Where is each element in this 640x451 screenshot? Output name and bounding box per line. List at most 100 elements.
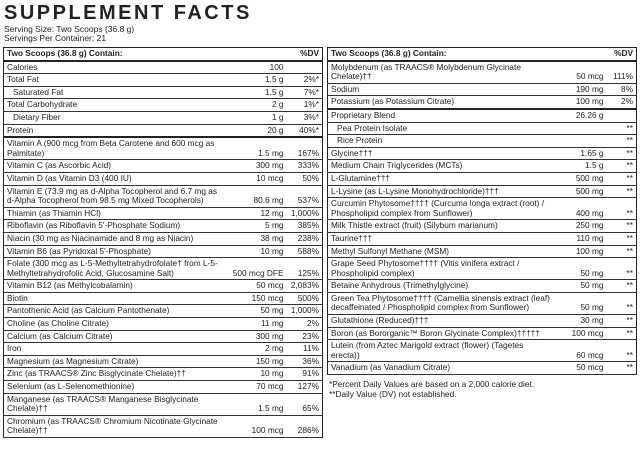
daily-value: ** (606, 122, 637, 136)
amount: 50 mcg (554, 60, 607, 84)
amount: 300 mg (226, 330, 287, 344)
nutrient-name: Thiamin (as Thiamin HCl) (3, 207, 227, 221)
nutrient-row: Vitamin B6 (as Pyridoxal 5'-Phosphate) 10… (3, 245, 323, 259)
nutrient-row: Calcium (as Calcium Citrate) 300 mg 23% (3, 330, 323, 344)
daily-value: 2%* (286, 73, 323, 87)
nutrient-name: Vitamin B12 (as Methylcobalamin) (3, 279, 227, 293)
nutrient-name: Molybdenum (as TRAACS® Molybdenum Glycin… (327, 60, 555, 84)
nutrient-name: L-Glutamine††† (327, 172, 555, 186)
nutrient-name: Zinc (as TRAACS® Zinc Bisglycinate Chela… (3, 367, 227, 382)
nutrient-row: Potassium (as Potassium Citrate) 100 mg 2% (327, 95, 637, 110)
amount: 10 mcg (226, 172, 287, 186)
daily-value: ** (606, 257, 637, 281)
amount: 100 mg (554, 95, 607, 110)
nutrient-row: Vitamin E (73.9 mg as d-Alpha Tocopherol… (3, 185, 323, 208)
nutrient-name: L-Lysine (as L-Lysine Monohydrochloride)… (327, 185, 555, 199)
daily-value: ** (606, 314, 637, 328)
nutrient-name: Vanadium (as Vanadium Citrate) (327, 361, 555, 376)
amount: 5 mg (226, 219, 287, 233)
nutrient-row: Betaine Anhydrous (Trimethylglycine) 50 m… (327, 279, 637, 293)
daily-value: ** (606, 327, 637, 341)
amount: 150 mcg (226, 292, 287, 306)
nutrient-name: Green Tea Phytosome†††† (Camellia sinens… (327, 292, 555, 316)
nutrient-name: Vitamin B6 (as Pyridoxal 5'-Phosphate) (3, 245, 227, 259)
daily-value: ** (606, 134, 637, 148)
footnotes: *Percent Daily Values are based on a 2,0… (329, 379, 534, 399)
daily-value: 2% (606, 95, 637, 110)
daily-value: 65% (286, 393, 323, 416)
nutrient-row: Medium Chain Triglycerides (MCTs) 1.5 g ** (327, 159, 637, 173)
nutrient-row: Boron (as Bororganic™ Boron Glycinate Co… (327, 327, 637, 341)
serving-size: Serving Size: Two Scoops (36.8 g) (4, 24, 135, 34)
daily-value: ** (606, 219, 637, 233)
nutrient-row: Selenium (as L-Selenomethionine) 70 mcg 12… (3, 380, 323, 394)
daily-value: 167% (286, 137, 323, 161)
amount: 20 g (226, 124, 287, 139)
facts-table-left: Two Scoops (36.8 g) Contain: %DV Calories… (3, 47, 323, 439)
amount: 10 mg (226, 245, 287, 259)
daily-value: 8% (606, 83, 637, 97)
daily-value: 385% (286, 219, 323, 233)
nutrient-name: Selenium (as L-Selenomethionine) (3, 380, 227, 394)
daily-value: 50% (286, 172, 323, 186)
amount: 50 mg (226, 304, 287, 319)
nutrient-row: Zinc (as TRAACS® Zinc Bisglycinate Chela… (3, 367, 323, 382)
nutrient-row: Glutathione (Reduced)††† 30 mg ** (327, 314, 637, 328)
amount: 2 g (226, 98, 287, 112)
nutrient-name: Saturated Fat (3, 86, 227, 100)
nutrient-row: Thiamin (as Thiamin HCl) 12 mg 1,000% (3, 207, 323, 221)
footnote: **Daily Value (DV) not established. (329, 389, 457, 399)
amount: 26.26 g (554, 108, 607, 123)
nutrient-name: Folate (300 mcg as L-5-Methyltetrahydrof… (3, 257, 227, 281)
nutrient-row: Vanadium (as Vanadium Citrate) 50 mcg ** (327, 361, 637, 376)
daily-value: 11% (286, 342, 323, 356)
nutrient-name: Vitamin E (73.9 mg as d-Alpha Tocopherol… (3, 185, 227, 208)
nutrient-name: Milk Thistle extract (fruit) (Silybum ma… (327, 219, 555, 233)
facts-table-right: Two Scoops (36.8 g) Contain: %DV Molybden… (327, 47, 637, 376)
daily-value: 125% (286, 257, 323, 281)
daily-value: 127% (286, 380, 323, 394)
daily-value: 286% (286, 415, 323, 439)
nutrient-row: Magnesium (as Magnesium Citrate) 150 mg 36… (3, 355, 323, 369)
amount: 50 mcg (554, 361, 607, 376)
nutrient-name: Pantothenic Acid (as Calcium Pantothenat… (3, 304, 227, 319)
amount: 110 mg (554, 232, 607, 246)
nutrient-name: Taurine††† (327, 232, 555, 246)
amount: 50 mcg (226, 279, 287, 293)
nutrient-row: Vitamin A (900 mcg from Beta Carotene an… (3, 137, 323, 161)
table-heading: Two Scoops (36.8 g) Contain: (3, 47, 287, 62)
nutrient-row: Sodium 190 mg 8% (327, 83, 637, 97)
nutrient-name: Magnesium (as Magnesium Citrate) (3, 355, 227, 369)
amount: 12 mg (226, 207, 287, 221)
nutrient-name: Boron (as Bororganic™ Boron Glycinate Co… (327, 327, 555, 341)
nutrient-name: Calories (3, 60, 227, 75)
amount: 1.5 mg (226, 137, 287, 161)
amount: 250 mg (554, 219, 607, 233)
daily-value: 7%* (286, 86, 323, 100)
amount (554, 134, 607, 148)
nutrient-row: Lutein (from Aztec Marigold extract (flo… (327, 339, 637, 363)
nutrient-row: L-Glutamine††† 500 mg ** (327, 172, 637, 186)
amount: 1.5 g (554, 159, 607, 173)
dv-heading: %DV (606, 47, 637, 62)
amount: 30 mg (554, 314, 607, 328)
nutrient-name: Vitamin C (as Ascorbic Acid) (3, 159, 227, 173)
amount: 500 mg (554, 185, 607, 199)
daily-value: ** (606, 147, 637, 161)
nutrient-name: Protein (3, 124, 227, 139)
daily-value: 111% (606, 60, 637, 84)
nutrient-name: Total Carbohydrate (3, 98, 227, 112)
nutrient-name: Betaine Anhydrous (Trimethylglycine) (327, 279, 555, 293)
nutrient-row: Vitamin D (as Vitamin D3 (400 IU) 10 mcg 5… (3, 172, 323, 186)
daily-value: 238% (286, 232, 323, 246)
nutrient-name: Potassium (as Potassium Citrate) (327, 95, 555, 110)
nutrient-name: Proprietary Blend (327, 108, 555, 123)
amount: 70 mcg (226, 380, 287, 394)
nutrient-name: Dietary Fiber (3, 111, 227, 125)
nutrient-name: Glutathione (Reduced)††† (327, 314, 555, 328)
table-heading: Two Scoops (36.8 g) Contain: (327, 47, 607, 62)
nutrient-row: L-Lysine (as L-Lysine Monohydrochloride)… (327, 185, 637, 199)
daily-value: ** (606, 279, 637, 293)
nutrient-name: Curcumin Phytosome†††† (Curcuma longa ex… (327, 197, 555, 221)
